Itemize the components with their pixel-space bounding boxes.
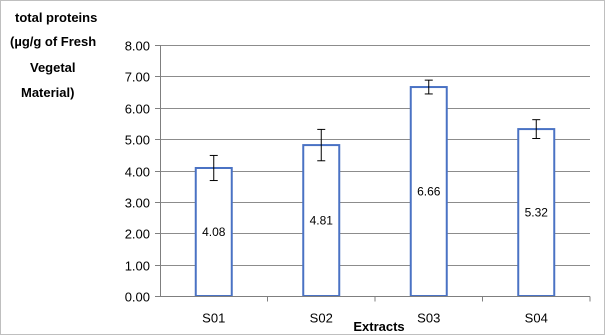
error-bars — [209, 79, 541, 182]
y-axis-ticks: 0.00 1.00 2.00 3.00 4.00 5.00 6.00 7.00 8.00 — [125, 39, 161, 305]
y-axis-title-line-3: Vegetal — [30, 60, 76, 75]
y-tick-label: 4.00 — [125, 165, 150, 180]
bar-s04 — [517, 128, 556, 297]
y-tick-label: 6.00 — [125, 102, 150, 117]
y-tick-label: 2.00 — [125, 227, 150, 242]
y-tick-label: 8.00 — [125, 39, 150, 54]
data-label: 4.81 — [310, 214, 334, 228]
bar-s01 — [194, 166, 233, 297]
y-tick-label: 5.00 — [125, 133, 150, 148]
error-bar — [424, 79, 433, 95]
error-bar — [317, 128, 326, 162]
x-axis-ticks: S01 S02 S03 S04 — [160, 296, 591, 326]
data-label: 5.32 — [525, 206, 549, 220]
y-axis-title-line-4: Material) — [21, 85, 74, 100]
error-bar — [532, 119, 541, 139]
y-tick-label: 3.00 — [125, 196, 150, 211]
data-label: 4.08 — [202, 225, 226, 239]
data-label: 6.66 — [417, 185, 441, 199]
x-tick-label: S02 — [310, 311, 333, 326]
y-axis-title-line-1: total proteins — [15, 10, 97, 25]
y-tick-label: 0.00 — [125, 290, 150, 305]
x-axis-title: Extracts — [353, 319, 404, 334]
y-tick-label: 1.00 — [125, 259, 150, 274]
y-tick-label: 7.00 — [125, 70, 150, 85]
data-labels: 4.08 4.81 6.66 5.32 — [202, 185, 548, 239]
bars — [194, 86, 556, 298]
x-tick-label: S01 — [202, 311, 225, 326]
x-tick-label: S03 — [417, 311, 440, 326]
bar-s03 — [409, 86, 448, 298]
x-tick-label: S04 — [525, 311, 548, 326]
error-bar — [209, 154, 218, 182]
y-axis-title-line-2: (µg/g of Fresh — [10, 34, 96, 49]
